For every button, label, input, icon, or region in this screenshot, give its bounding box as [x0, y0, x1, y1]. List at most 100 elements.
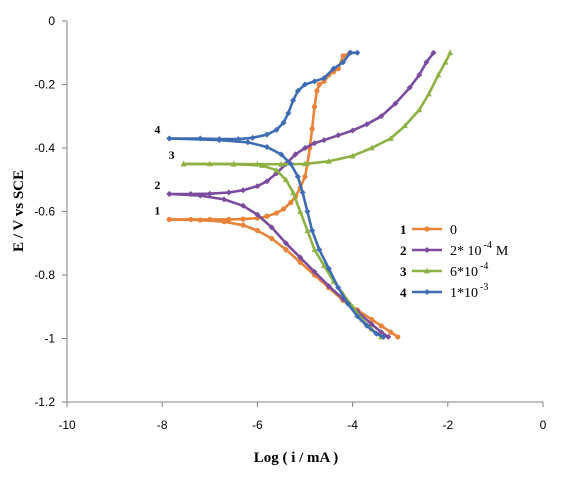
data-point [263, 131, 270, 138]
data-point [263, 178, 270, 185]
legend-exponent: -4 [480, 261, 488, 272]
data-point [311, 140, 318, 147]
data-point [249, 134, 256, 141]
data-point [166, 216, 172, 223]
data-point [347, 49, 354, 56]
data-point [297, 208, 304, 214]
legend-entry-3: 3 6*10 -4 [400, 261, 488, 280]
y-tick-label: -0.4 [34, 141, 55, 155]
data-point [288, 200, 294, 206]
series-layer [166, 49, 454, 340]
data-point [302, 160, 308, 167]
data-point [273, 167, 280, 173]
legend-label: 1*10 [450, 286, 478, 301]
data-point [416, 71, 423, 78]
series-3-line [182, 162, 383, 339]
legend-swatch-marker [424, 267, 430, 274]
data-point [235, 136, 242, 143]
data-point [268, 224, 275, 231]
data-point [378, 329, 385, 336]
data-point [264, 213, 270, 219]
data-point [263, 144, 270, 151]
data-point [304, 227, 311, 233]
data-point [302, 173, 308, 180]
data-point [368, 144, 375, 151]
data-point [285, 110, 292, 117]
data-point [395, 334, 401, 340]
data-point [280, 206, 287, 212]
data-point [278, 160, 285, 167]
data-point [325, 283, 332, 290]
data-point [297, 254, 304, 261]
data-point [283, 247, 289, 253]
data-point [349, 127, 356, 134]
legend-number: 4 [400, 285, 407, 300]
data-point [442, 59, 449, 65]
data-point [416, 106, 423, 113]
y-tick-label: -0.6 [34, 205, 55, 219]
series-1-line [168, 218, 400, 339]
data-point [430, 49, 437, 56]
data-point [240, 187, 247, 194]
data-point [392, 100, 399, 107]
data-point [309, 227, 316, 234]
data-point [388, 329, 394, 335]
data-point [311, 246, 318, 252]
data-point [166, 135, 173, 142]
data-point [254, 160, 261, 167]
data-point [302, 145, 308, 151]
y-tick-label: 0 [48, 14, 55, 28]
data-point [321, 262, 328, 268]
series-2-line [168, 51, 435, 196]
data-point [309, 126, 315, 132]
data-point [325, 265, 332, 272]
curve-tag-1: 1 [154, 203, 160, 217]
data-point [230, 160, 237, 167]
x-tick-label: -10 [58, 418, 76, 432]
data-point [254, 227, 260, 234]
legend-label: 6*10 [450, 265, 478, 280]
data-point [354, 49, 361, 56]
series-4-line [168, 137, 385, 339]
data-point [254, 183, 261, 190]
data-point [325, 158, 332, 164]
legend-number: 2 [400, 243, 407, 258]
data-point [197, 135, 204, 142]
data-point [354, 313, 361, 320]
curve-tag-3: 3 [169, 148, 175, 162]
data-point [294, 173, 301, 180]
y-tick-label: -1 [44, 332, 55, 346]
curve-tag-2: 2 [154, 178, 160, 192]
data-point [206, 190, 213, 197]
curve-tag-4: 4 [154, 122, 160, 136]
data-point [378, 113, 385, 120]
data-point [340, 53, 346, 59]
data-point [244, 139, 251, 146]
data-point [259, 162, 266, 168]
data-point [423, 59, 430, 66]
data-point [273, 126, 280, 133]
x-tick-label: -8 [157, 418, 168, 432]
x-tick-label: -4 [347, 418, 358, 432]
data-point [207, 216, 213, 223]
data-point [221, 219, 227, 225]
data-point [254, 211, 261, 218]
data-point [197, 217, 203, 223]
y-tick-label: -1.2 [34, 395, 55, 409]
data-point [435, 71, 442, 78]
data-point [294, 87, 301, 94]
data-point [221, 196, 228, 203]
data-point [240, 216, 246, 222]
data-point [406, 84, 413, 91]
data-point [335, 284, 342, 291]
data-point [273, 210, 280, 216]
data-point [280, 119, 287, 126]
data-point [363, 121, 370, 128]
data-point [297, 259, 303, 265]
legend-swatch-marker [424, 226, 430, 232]
data-point [344, 300, 351, 307]
data-point [197, 192, 204, 199]
data-point [278, 151, 285, 158]
data-point [380, 333, 387, 340]
